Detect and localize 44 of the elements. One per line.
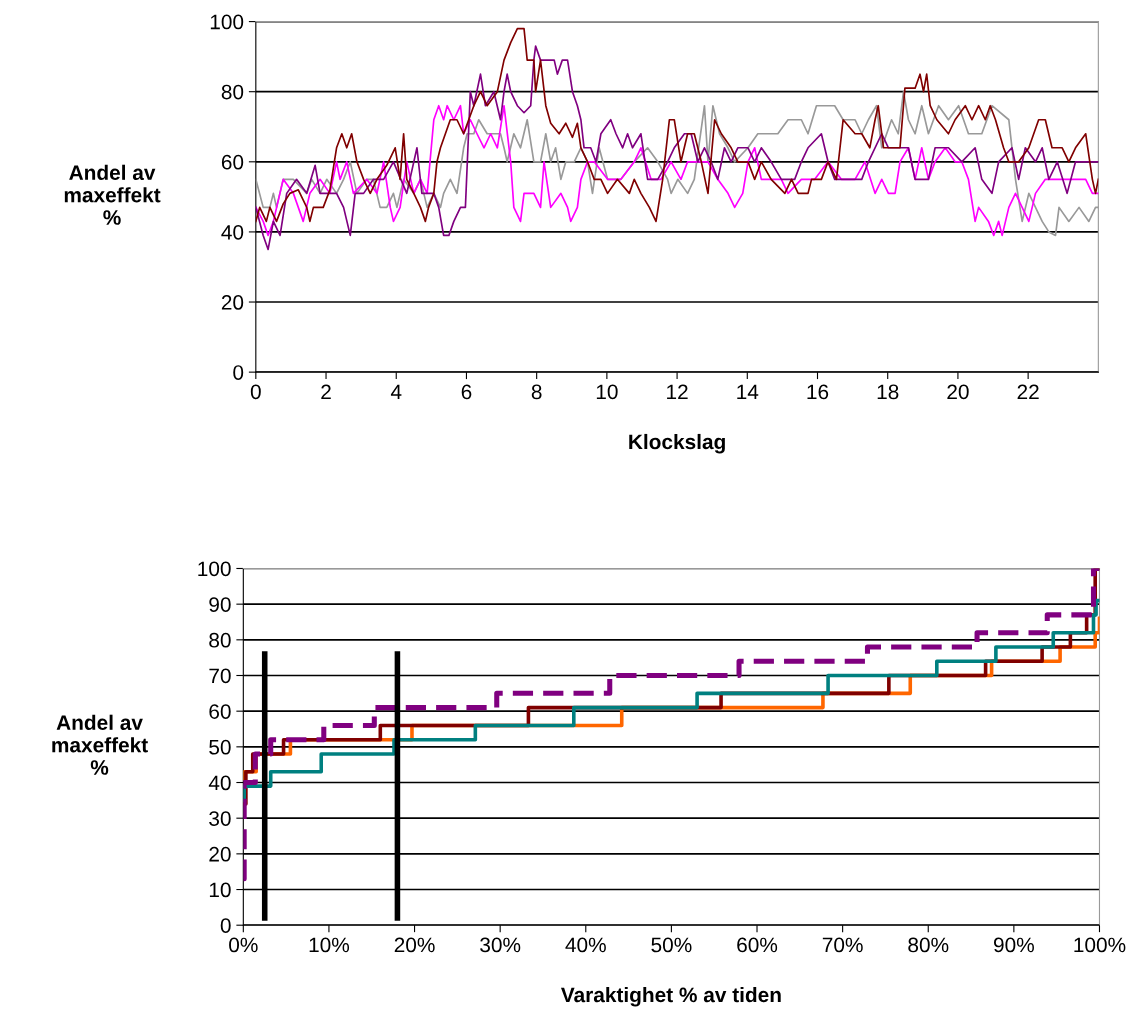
x-tick-label: 10% [309,937,350,953]
y-tick-label: 20 [221,295,244,310]
x-tick-label: 20% [394,937,435,953]
y-tick-label: 30 [209,811,231,826]
x-tick-label: 4 [390,384,402,400]
y-axis-title: Andel av maxeffekt % [64,164,161,225]
y-tick-label: 100 [210,14,244,30]
y-tick-label: 60 [221,154,244,170]
x-tick-label: 12 [667,384,688,400]
x-tick-label: 8 [531,384,542,400]
x-tick-label: 100% [1074,937,1126,953]
x-tick-label: 18 [877,384,899,400]
x-tick-label: 14 [737,384,759,400]
x-tick-label: 40% [565,937,606,953]
y-tick-label: 90 [209,597,231,612]
x-tick-label: 20 [947,384,969,400]
y-axis-title: Andel av maxeffekt % [52,714,148,775]
x-tick-label: 0 [250,384,261,400]
y-tick-label: 60 [209,704,231,719]
y-tick-label: 80 [221,84,244,100]
x-tick-label: 6 [461,384,472,400]
x-axis-title: Varaktighet % av tiden [560,986,781,1007]
y-tick-label: 0 [220,918,231,933]
x-tick-label: 22 [1017,384,1039,400]
y-tick-label: 50 [209,739,231,755]
x-tick-label: 50% [651,937,692,953]
y-tick-label: 0 [233,365,244,380]
y-tick-label: 20 [209,846,231,862]
y-tick-label: 40 [221,224,244,240]
x-tick-label: 10 [596,384,618,400]
y-tick-label: 10 [209,882,231,898]
x-tick-label: 2 [321,384,331,400]
x-tick-label: 16 [807,384,829,400]
y-tick-label: 100 [198,561,231,577]
x-axis-title: Klockslag [629,433,725,454]
x-tick-label: 0% [229,937,258,953]
y-tick-label: 40 [208,775,231,791]
y-tick-label: 70 [209,668,231,684]
y-tick-label: 80 [209,632,231,648]
x-tick-label: 80% [908,937,949,953]
x-tick-label: 70% [822,937,863,953]
x-tick-label: 90% [993,937,1034,953]
x-tick-label: 60% [737,937,778,953]
x-tick-label: 30% [480,937,521,953]
